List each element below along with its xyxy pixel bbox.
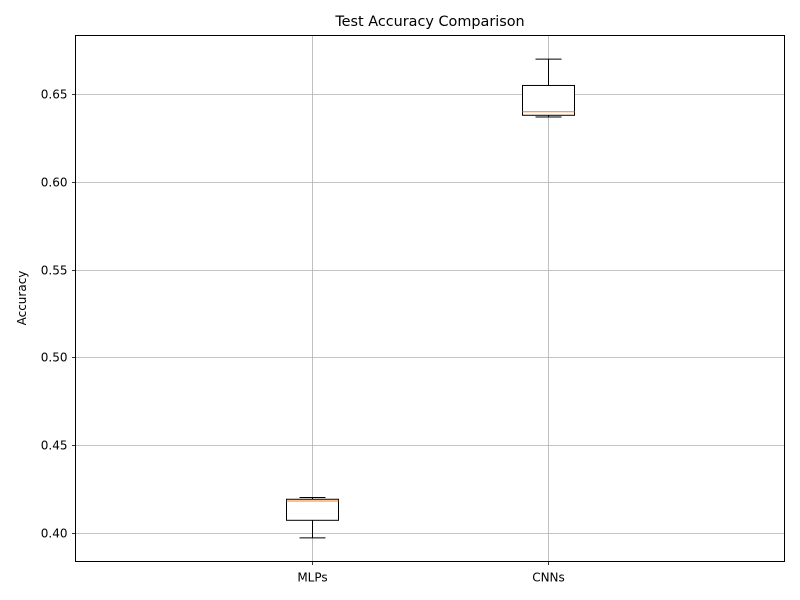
box-cnns [522, 58, 575, 118]
y-axis-label: Accuracy [15, 271, 29, 326]
iqr-box [286, 498, 339, 521]
tick-layer: 0.40 0.45 0.50 0.55 0.60 0.65 MLPs CNNs [41, 88, 565, 585]
grid-layer [75, 35, 785, 562]
x-tick-label: MLPs [297, 571, 327, 585]
y-tick-label: 0.50 [41, 351, 68, 365]
chart-title: Test Accuracy Comparison [334, 14, 524, 30]
y-tick-label: 0.45 [41, 439, 68, 453]
plot-frame [75, 35, 785, 562]
y-tick-label: 0.55 [41, 264, 68, 278]
box-layer [286, 58, 575, 539]
x-tick-label: CNNs [532, 571, 565, 585]
y-tick-label: 0.65 [41, 88, 68, 102]
y-tick-label: 0.60 [41, 176, 68, 190]
iqr-box [522, 84, 575, 116]
y-tick-label: 0.40 [41, 527, 68, 541]
box-mlps [286, 497, 339, 539]
